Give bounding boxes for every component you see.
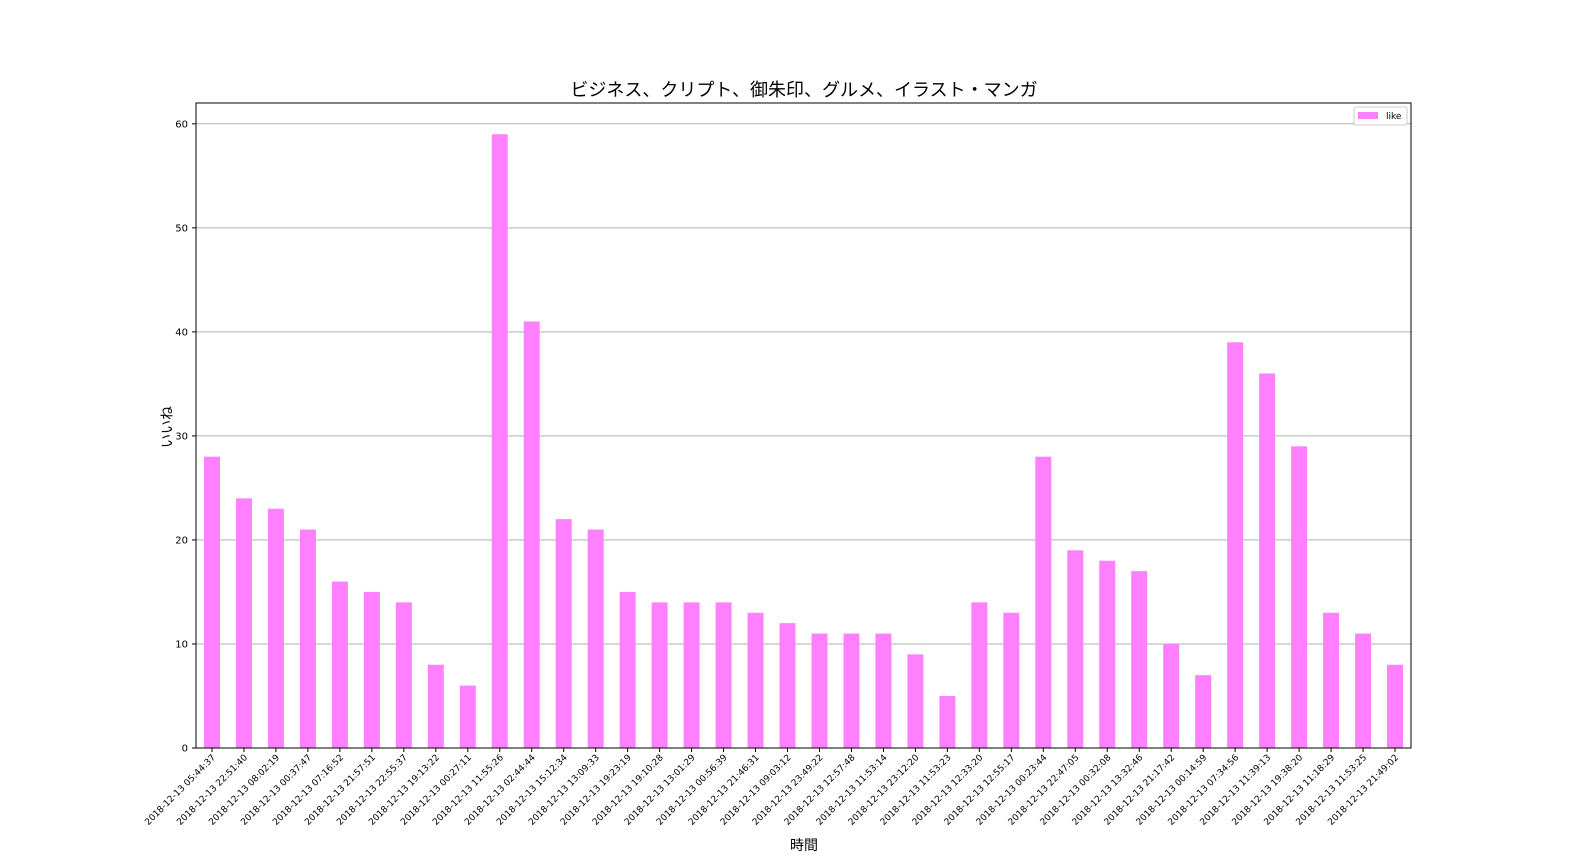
legend-swatch [1358,112,1378,119]
bar [619,591,636,748]
y-tick-label: 10 [175,639,188,650]
bar [683,602,700,748]
bar [267,508,284,748]
chart-title: ビジネス、クリプト、御朱印、グルメ、イラスト・マンガ [570,80,1037,101]
bar [1195,675,1212,748]
legend-frame [1353,106,1408,126]
bar [747,612,764,748]
bar [1291,446,1308,748]
y-tick-label: 30 [175,431,188,442]
x-axis-label: 時間 [790,838,818,854]
bar [971,602,988,748]
bar [811,633,828,748]
bar [1355,633,1372,748]
bar [587,529,604,748]
y-tick-label: 40 [175,327,188,338]
bar [395,602,412,748]
bar [555,519,572,748]
bar [1387,664,1404,748]
bar [651,602,668,748]
bar [843,633,860,748]
bar [1035,456,1052,748]
y-tick-label: 20 [175,535,188,546]
plot-frame [195,102,1412,749]
bar [779,623,796,748]
legend-label: like [1386,112,1402,122]
bar [203,456,220,748]
bar [363,591,380,748]
bars [203,134,1404,749]
bar [299,529,316,748]
bar [1163,643,1180,748]
bar [427,664,444,748]
y-axis-ticks: 0 10 20 30 40 50 60 [175,119,196,755]
bar [1003,612,1020,748]
bar [523,321,540,748]
bar [1259,373,1276,748]
bar [331,581,348,748]
y-tick-label: 50 [175,223,188,234]
bar [235,498,252,748]
bar [459,685,476,748]
bar [907,654,924,748]
bar [715,602,732,748]
y-tick-label: 60 [175,119,188,130]
bar [1323,612,1340,748]
bar [1131,571,1148,748]
bar [875,633,892,748]
y-tick-label: 0 [182,744,188,755]
bar [1227,342,1244,748]
bar [491,134,508,749]
bar [1099,560,1116,748]
bar [939,695,956,748]
y-axis-label: いいね [160,406,176,448]
bar [1067,550,1084,748]
legend: like [1353,106,1408,126]
